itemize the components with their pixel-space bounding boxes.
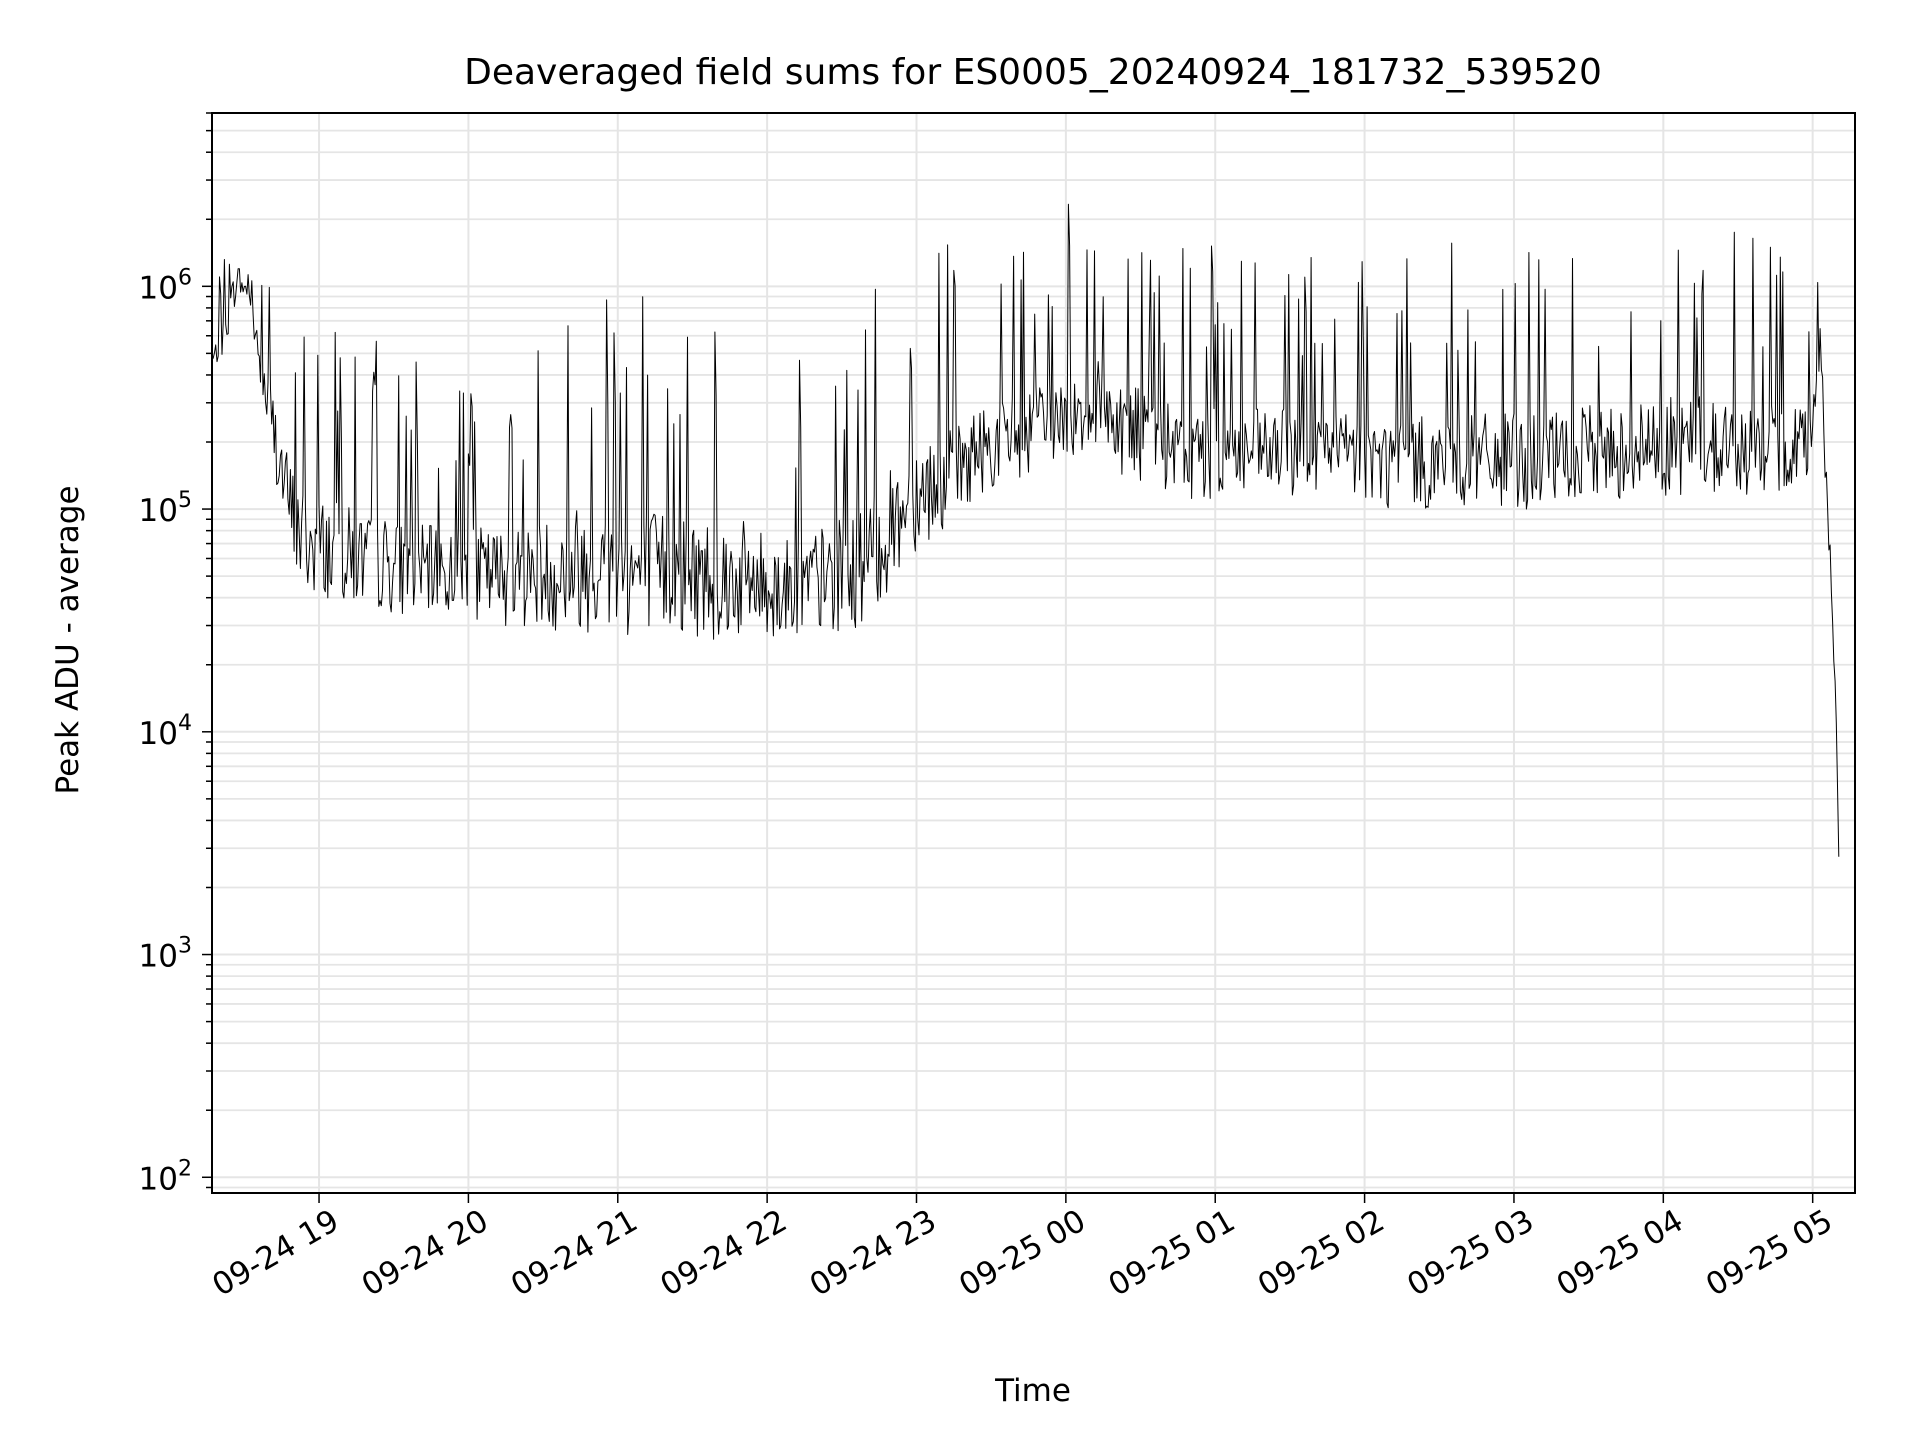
y-tick-label: 104: [139, 711, 192, 752]
y-tick-label: 105: [139, 488, 192, 529]
grid-lines: [212, 112, 1855, 1193]
x-tick-label: 09-25 00: [953, 1203, 1092, 1304]
y-tick-base: 10: [139, 493, 178, 529]
chart-title: Deaveraged field sums for ES0005_2024092…: [464, 52, 1602, 93]
y-tick-exponent: 5: [178, 488, 192, 513]
y-axis-label: Peak ADU - average: [50, 485, 86, 794]
x-tick-label: 09-24 20: [356, 1203, 495, 1304]
x-tick-label: 09-25 02: [1252, 1203, 1391, 1304]
x-tick-label: 09-24 22: [654, 1203, 793, 1304]
y-tick-label: 106: [139, 265, 192, 306]
y-tick-exponent: 2: [178, 1156, 192, 1181]
y-tick-base: 10: [139, 716, 178, 752]
x-tick-label: 09-25 05: [1700, 1203, 1839, 1304]
y-tick-label: 103: [139, 934, 192, 975]
x-tick-label: 09-25 03: [1401, 1203, 1540, 1304]
y-tick-exponent: 3: [178, 934, 192, 959]
x-tick-label: 09-25 01: [1103, 1203, 1242, 1304]
plot-frame: [211, 112, 1856, 1194]
x-axis-ticks: 09-24 19 09-24 20 09-24 21 09-24 22 09-24 23…: [206, 1193, 1839, 1304]
y-tick-exponent: 4: [178, 711, 192, 736]
series-line: [211, 203, 1840, 857]
y-tick-label: 102: [139, 1156, 192, 1197]
y-tick-base: 10: [139, 270, 178, 306]
y-tick-base: 10: [139, 939, 178, 975]
x-tick-label: 09-25 04: [1551, 1203, 1690, 1304]
y-tick-exponent: 6: [178, 265, 192, 290]
x-tick-label: 09-24 21: [505, 1203, 644, 1304]
x-tick-label: 09-24 19: [206, 1203, 345, 1304]
y-tick-base: 10: [139, 1161, 178, 1197]
x-axis-label: Time: [994, 1373, 1071, 1409]
x-tick-label: 09-24 23: [804, 1203, 943, 1304]
